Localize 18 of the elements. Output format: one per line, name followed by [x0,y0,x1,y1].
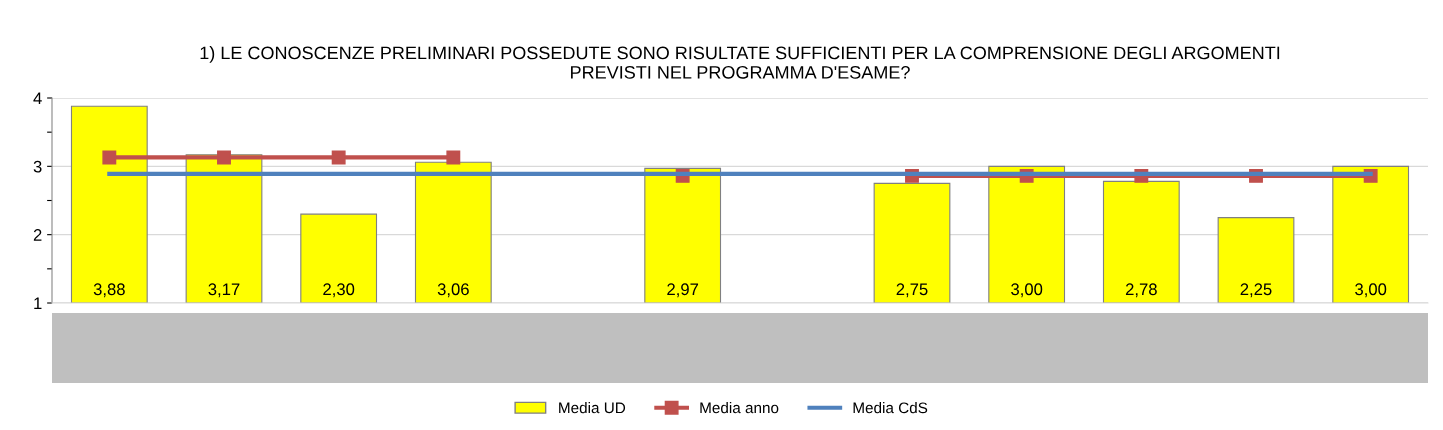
y-tick-label: 4 [33,92,42,105]
data-label: 2,97 [667,283,699,298]
data-label: 3,06 [437,283,469,298]
y-tick-label: 2 [33,229,42,241]
data-label: 3,88 [93,283,125,298]
legend-label: Media anno [700,402,779,414]
data-label: 2,75 [896,283,928,298]
data-label: 2,78 [1125,283,1157,298]
y-tick-label: 3 [33,160,42,173]
chart-title: 1) LE CONOSCENZE PRELIMINARI POSSEDUTE SONO RISULTATE SUFFICIENTI PER LA COMPRENSIONE DEGLI ARGOMENTI PREVISTI NEL PROGRAMMA D'ESAME? [200,46,1280,79]
y-tick-label: 1 [34,297,42,310]
data-label: 3,00 [1355,283,1387,298]
legend-label: Media CdS [853,402,928,414]
data-label: 2,25 [1240,283,1272,298]
data-label: 2,30 [323,283,355,298]
data-label: 3,17 [208,283,240,298]
legend-label: Media UD [559,402,626,414]
data-label: 3,00 [1011,283,1043,298]
